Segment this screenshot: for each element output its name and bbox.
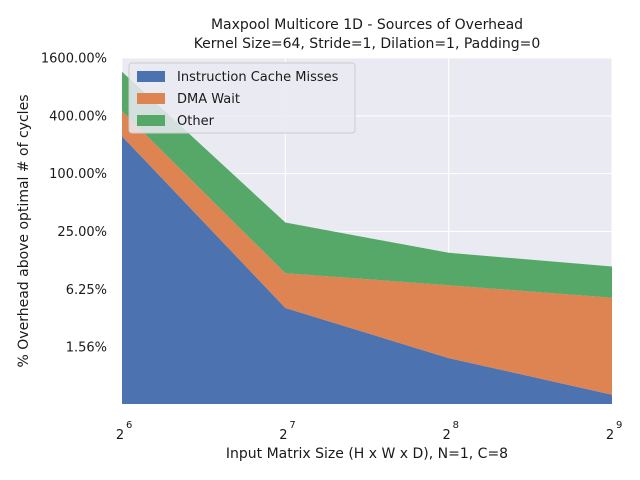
x-tick-exponent: 9: [616, 420, 622, 431]
x-tick-label: 27: [279, 420, 296, 443]
y-tick-label: 400.00%: [49, 109, 107, 124]
area-other: [122, 71, 612, 298]
x-tick-exponent: 7: [289, 420, 295, 431]
chart-title: Maxpool Multicore 1D - Sources of Overhe…: [211, 17, 523, 33]
legend-swatch-instruction-cache-misses: [137, 71, 165, 82]
legend: Instruction Cache Misses DMA Wait Other: [128, 62, 356, 134]
x-tick-base: 2: [116, 428, 124, 443]
y-tick-label: 100.00%: [49, 167, 107, 182]
chart-subtitle: Kernel Size=64, Stride=1, Dilation=1, Pa…: [194, 36, 541, 52]
legend-label-instruction-cache-misses: Instruction Cache Misses: [177, 70, 339, 85]
area-dma-wait: [122, 110, 612, 395]
x-tick-label: 28: [443, 420, 460, 443]
x-tick-exponent: 8: [453, 420, 459, 431]
x-tick-exponent: 6: [126, 420, 132, 431]
y-tick-label: 6.25%: [66, 283, 107, 298]
legend-swatch-other: [137, 115, 165, 126]
x-tick-base: 2: [279, 428, 287, 443]
y-ticks: 1.56% 6.25% 25.00% 100.00% 400.00% 1600.00%: [41, 52, 107, 356]
legend-label-other: Other: [177, 114, 215, 129]
x-tick-base: 2: [443, 428, 451, 443]
y-axis-label: % Overhead above optimal # of cycles: [16, 95, 32, 368]
area-instruction-cache-misses: [122, 136, 612, 404]
x-tick-label: 29: [606, 420, 623, 443]
legend-frame: [128, 62, 356, 134]
legend-label-dma-wait: DMA Wait: [177, 92, 240, 107]
y-tick-label: 25.00%: [57, 225, 107, 240]
x-tick-base: 2: [606, 428, 614, 443]
y-tick-label: 1600.00%: [41, 52, 107, 67]
legend-swatch-dma-wait: [137, 93, 165, 104]
x-tick-label: 26: [116, 420, 133, 443]
areas: [122, 71, 612, 404]
x-axis-label: Input Matrix Size (H x W x D), N=1, C=8: [226, 446, 508, 462]
y-tick-label: 1.56%: [66, 341, 107, 356]
